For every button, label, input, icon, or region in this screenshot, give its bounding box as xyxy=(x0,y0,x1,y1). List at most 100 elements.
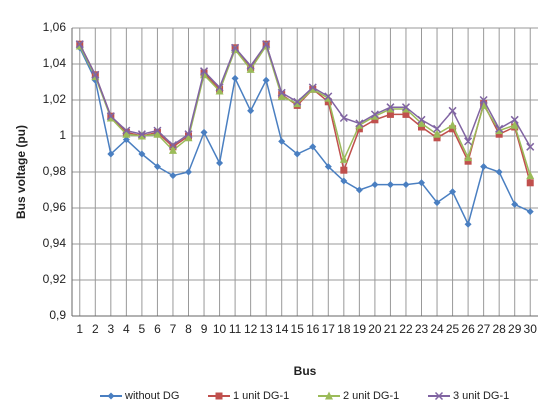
data-point xyxy=(495,130,503,138)
legend-label: 2 unit DG-1 xyxy=(343,390,399,402)
x-tick-label: 16 xyxy=(306,322,320,336)
data-point xyxy=(324,92,333,101)
data-point xyxy=(386,181,394,189)
data-point xyxy=(339,154,348,163)
data-point xyxy=(106,113,115,122)
data-point xyxy=(526,142,535,151)
data-point xyxy=(401,103,410,112)
data-point xyxy=(464,220,472,228)
data-point xyxy=(448,106,457,115)
data-point xyxy=(277,91,286,100)
data-point xyxy=(153,126,162,135)
legend-marker xyxy=(434,391,444,401)
y-tick-label: 1 xyxy=(59,128,66,142)
x-tick-label: 2 xyxy=(92,322,99,336)
x-tick-label: 12 xyxy=(244,322,258,336)
data-point xyxy=(200,128,208,136)
data-point xyxy=(402,181,410,189)
x-tick-label: 9 xyxy=(201,322,208,336)
x-tick-label: 11 xyxy=(229,322,242,336)
data-point xyxy=(495,126,504,135)
data-point xyxy=(75,40,84,49)
legend-label: without DG xyxy=(124,390,179,402)
y-tick-label: 0,98 xyxy=(43,164,67,178)
x-tick-label: 3 xyxy=(107,322,114,336)
data-point xyxy=(417,115,426,124)
data-point xyxy=(122,129,131,138)
data-point xyxy=(293,97,302,106)
x-tick-label: 22 xyxy=(399,322,413,336)
y-tick-label: 0,92 xyxy=(43,272,67,286)
data-point xyxy=(168,140,177,150)
data-point xyxy=(526,179,534,187)
data-point xyxy=(495,124,504,133)
legend-label: 1 unit DG-1 xyxy=(233,390,289,402)
x-tick-label: 4 xyxy=(123,322,130,336)
data-point xyxy=(122,126,131,135)
data-point xyxy=(215,86,224,95)
y-tick-label: 1,02 xyxy=(43,92,67,106)
series-line xyxy=(79,42,531,184)
x-tick-label: 19 xyxy=(353,322,367,336)
x-tick-label: 28 xyxy=(492,322,506,336)
x-tick-label: 24 xyxy=(430,322,444,336)
data-point xyxy=(417,118,426,127)
x-tick-label: 18 xyxy=(337,322,351,336)
x-tick-label: 23 xyxy=(415,322,429,336)
data-point xyxy=(293,99,302,108)
y-tick-label: 0,94 xyxy=(43,236,67,250)
data-point xyxy=(200,67,209,76)
data-point xyxy=(262,76,270,84)
data-point xyxy=(402,110,410,118)
data-point xyxy=(479,95,488,105)
data-point xyxy=(370,111,379,120)
x-tick-label: 7 xyxy=(170,322,177,336)
x-tick-label: 27 xyxy=(477,322,491,336)
data-point xyxy=(184,130,193,139)
data-point xyxy=(386,110,394,118)
data-point xyxy=(137,130,146,139)
data-point xyxy=(324,163,332,171)
data-point xyxy=(107,150,115,158)
data-point xyxy=(495,168,503,176)
data-point xyxy=(418,123,425,131)
data-point xyxy=(278,137,286,145)
data-point xyxy=(370,110,379,119)
data-point xyxy=(510,120,519,129)
data-point xyxy=(355,120,364,129)
data-point xyxy=(122,136,130,144)
data-point xyxy=(464,137,473,146)
data-point xyxy=(355,125,363,133)
legend-marker xyxy=(107,392,115,400)
data-point xyxy=(511,200,519,208)
data-point xyxy=(246,61,255,70)
series-line xyxy=(79,42,531,148)
y-tick-label: 0,9 xyxy=(49,308,66,322)
x-axis-title: Bus xyxy=(294,364,317,378)
x-tick-label: 21 xyxy=(384,322,398,336)
data-point xyxy=(401,104,410,113)
data-point xyxy=(526,171,535,180)
y-axis-title: Bus voltage (pu) xyxy=(14,125,28,219)
x-tick-label: 20 xyxy=(368,322,382,336)
data-point xyxy=(371,116,379,124)
data-point xyxy=(339,113,348,123)
data-point xyxy=(184,133,193,142)
y-tick-label: 0,96 xyxy=(43,200,67,214)
data-point xyxy=(308,84,317,93)
data-point xyxy=(106,112,115,121)
data-point xyxy=(340,177,348,185)
data-point xyxy=(340,166,348,174)
data-point xyxy=(215,83,224,92)
data-point xyxy=(324,98,332,106)
legend-marker xyxy=(215,392,223,400)
legend-marker xyxy=(325,391,333,400)
data-point xyxy=(308,83,317,92)
data-point xyxy=(231,43,240,52)
data-point xyxy=(510,115,519,124)
legend-label: 3 unit DG-1 xyxy=(453,390,509,402)
x-tick-label: 6 xyxy=(154,322,161,336)
data-point xyxy=(137,131,146,140)
data-point xyxy=(247,107,255,115)
